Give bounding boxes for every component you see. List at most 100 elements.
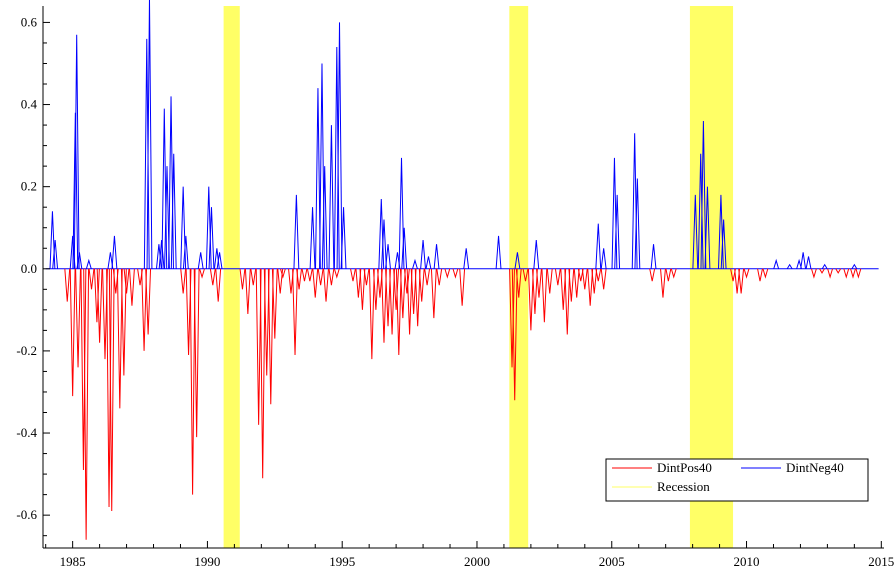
x-tick-label-0: 1985 bbox=[60, 554, 86, 569]
dintpos40-spike-59 bbox=[403, 268, 410, 294]
dintpos40-spike-50 bbox=[368, 268, 375, 360]
dintpos40-spike-9 bbox=[106, 268, 112, 507]
dintpos40-spike-30 bbox=[259, 268, 266, 479]
dintpos40-spike-80 bbox=[560, 268, 567, 310]
dintneg40-spike-12 bbox=[158, 240, 165, 269]
dintpos40-spike-48 bbox=[359, 268, 366, 310]
dintneg40-spike-29 bbox=[328, 125, 335, 269]
dintpos40-spike-22 bbox=[193, 268, 200, 438]
dintneg40-spike-35 bbox=[385, 244, 391, 269]
recession-band-0 bbox=[223, 6, 240, 548]
dintpos40-spike-49 bbox=[363, 268, 370, 286]
dintpos40-spike-27 bbox=[244, 268, 251, 314]
dintpos40-spike-12 bbox=[116, 268, 123, 409]
series-layer bbox=[49, 0, 862, 540]
dintpos40-spike-92 bbox=[665, 268, 672, 282]
dintneg40-spike-30 bbox=[333, 47, 340, 269]
x-tick-label-3: 2000 bbox=[464, 554, 490, 569]
y-tick-label-3: 0.0 bbox=[21, 261, 37, 276]
dintpos40-spike-18 bbox=[145, 268, 152, 335]
dintneg40-spike-6 bbox=[85, 258, 92, 269]
dintpos40-spike-46 bbox=[350, 268, 356, 282]
dintpos40-spike-82 bbox=[568, 268, 575, 302]
dintpos40-spike-35 bbox=[279, 268, 286, 279]
dintpos40-spike-74 bbox=[527, 268, 534, 331]
dintneg40-spike-53 bbox=[650, 244, 657, 269]
dintneg40-spike-37 bbox=[398, 157, 405, 269]
dintpos40-spike-101 bbox=[819, 268, 825, 274]
y-tick-label-5: -0.4 bbox=[16, 425, 37, 440]
dintpos40-spike-60 bbox=[406, 268, 413, 335]
dintneg40-spike-10 bbox=[146, 0, 153, 269]
dintpos40-spike-17 bbox=[141, 268, 148, 351]
dintneg40-spike-63 bbox=[800, 252, 807, 269]
dintpos40-spike-64 bbox=[424, 268, 431, 286]
dintpos40-spike-65 bbox=[430, 268, 437, 319]
dintpos40-spike-66 bbox=[436, 268, 443, 286]
dintpos40-spike-53 bbox=[381, 268, 387, 343]
dintpos40-spike-61 bbox=[410, 268, 417, 314]
dintneg40-spike-16 bbox=[170, 153, 177, 269]
dintneg40-spike-57 bbox=[704, 186, 711, 269]
dintneg40-spike-31 bbox=[336, 22, 343, 269]
dintpos40-spike-26 bbox=[239, 268, 246, 290]
dintneg40-spike-38 bbox=[401, 227, 408, 269]
recession-bands bbox=[223, 6, 734, 548]
dintneg40-spike-3 bbox=[72, 112, 79, 269]
legend-label-dintpos40: DintPos40 bbox=[657, 460, 712, 475]
x-tick-label-2: 1995 bbox=[329, 554, 355, 569]
dintpos40-spike-87 bbox=[591, 268, 598, 294]
dintpos40-spike-85 bbox=[581, 268, 588, 290]
dintpos40-spike-79 bbox=[554, 268, 561, 286]
dintneg40-spike-44 bbox=[495, 235, 502, 269]
dintpos40-spike-102 bbox=[827, 268, 833, 279]
dintpos40-spike-51 bbox=[372, 268, 379, 310]
dintneg40-spike-4 bbox=[73, 34, 80, 269]
dintpos40-spike-55 bbox=[389, 268, 395, 335]
series-dintneg40 bbox=[49, 0, 858, 270]
dintneg40-spike-19 bbox=[197, 252, 204, 269]
dintneg40-spike-18 bbox=[182, 235, 189, 269]
dintneg40-spike-1 bbox=[52, 240, 59, 269]
dintpos40-spike-99 bbox=[762, 268, 769, 279]
dintpos40-spike-100 bbox=[811, 268, 817, 279]
dintpos40-spike-105 bbox=[850, 268, 856, 279]
dintpos40-spike-62 bbox=[414, 268, 421, 327]
dintpos40-spike-104 bbox=[843, 268, 850, 279]
y-tick-label-6: -0.6 bbox=[16, 507, 37, 522]
dintpos40-spike-0 bbox=[64, 268, 71, 302]
dintpos40-spike-34 bbox=[277, 268, 284, 294]
dintneg40-spike-66 bbox=[851, 263, 858, 270]
dintneg40-spike-40 bbox=[420, 240, 426, 269]
dintpos40-spike-39 bbox=[301, 268, 308, 282]
dintpos40-spike-78 bbox=[546, 268, 553, 294]
dintpos40-spike-29 bbox=[255, 268, 262, 425]
x-tick-label-1: 1990 bbox=[194, 554, 220, 569]
dintneg40-spike-8 bbox=[111, 235, 118, 269]
dintpos40-spike-76 bbox=[536, 268, 542, 298]
dintpos40-spike-44 bbox=[328, 268, 335, 286]
dintpos40-spike-47 bbox=[355, 268, 362, 298]
legend-label-dintneg40: DintNeg40 bbox=[786, 460, 844, 475]
dintpos40-spike-33 bbox=[271, 268, 278, 339]
dintpos40-spike-96 bbox=[738, 268, 745, 294]
dintpos40-spike-88 bbox=[595, 268, 602, 282]
dintneg40-spike-50 bbox=[614, 194, 621, 269]
dintneg40-spike-47 bbox=[595, 223, 602, 269]
dintneg40-spike-25 bbox=[309, 207, 316, 269]
dintpos40-spike-21 bbox=[189, 268, 196, 495]
legend: DintPos40 DintNeg40 Recession bbox=[605, 458, 869, 502]
dintpos40-spike-42 bbox=[317, 268, 324, 286]
dintpos40-spike-77 bbox=[541, 268, 548, 323]
dintneg40-spike-46 bbox=[533, 240, 540, 269]
dintneg40-spike-52 bbox=[634, 178, 641, 269]
legend-box bbox=[605, 458, 869, 502]
dintpos40-spike-24 bbox=[209, 268, 216, 286]
dintpos40-spike-25 bbox=[215, 268, 222, 302]
dintpos40-spike-43 bbox=[323, 268, 329, 302]
dintneg40-spike-39 bbox=[412, 258, 418, 269]
axes: 1985 1990 1995 2000 2005 2010 2015 0.6 0.4 0.2 0.0… bbox=[16, 6, 894, 569]
dintpos40-spike-45 bbox=[333, 268, 340, 279]
dintpos40-spike-69 bbox=[459, 268, 466, 306]
